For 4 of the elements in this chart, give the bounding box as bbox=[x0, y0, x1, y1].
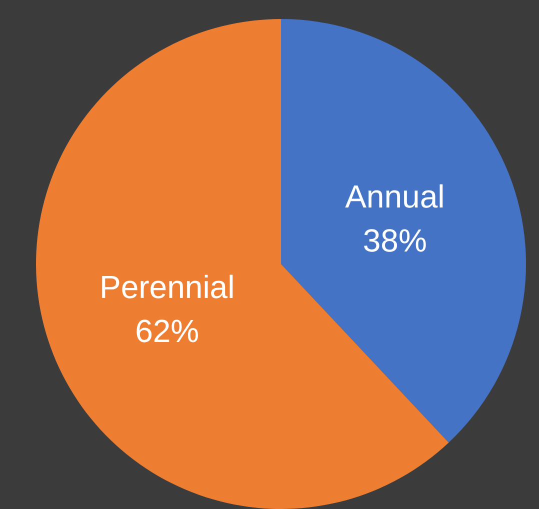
slice-label: Annual bbox=[345, 178, 445, 215]
slice-label: Perennial bbox=[100, 268, 235, 305]
data-label: 38% bbox=[362, 222, 427, 259]
data-label: 62% bbox=[135, 312, 200, 349]
